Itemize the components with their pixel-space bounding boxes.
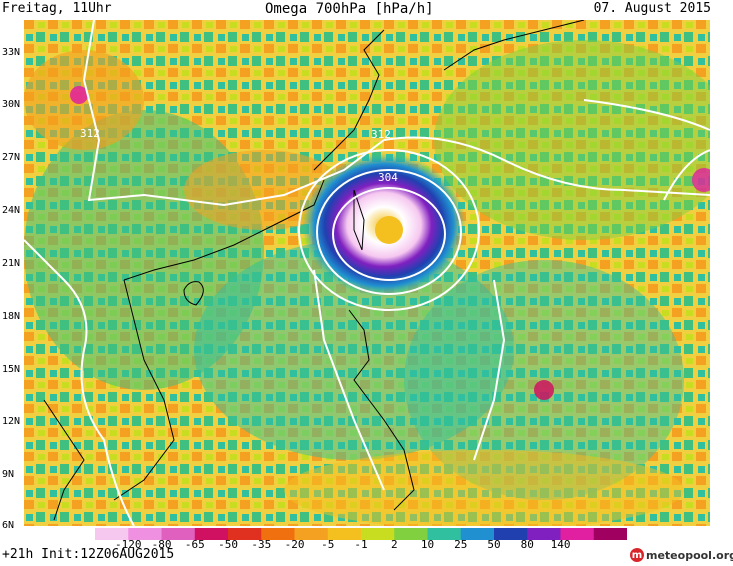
contour-label-312-east: 312 (371, 128, 391, 141)
colorbar-swatch (327, 528, 362, 540)
coastlines (43, 20, 585, 521)
meteopool-logo[interactable]: m meteopool.org (630, 548, 733, 562)
logo-text: meteopool.org (646, 548, 733, 562)
contour-label-312-west: 312 (80, 127, 100, 140)
colorbar-swatch (527, 528, 561, 540)
colorbar-tick-label: 50 (487, 538, 501, 551)
colorbar-swatch (95, 528, 129, 540)
colorbar-swatch (128, 528, 162, 540)
map-title: Omega 700hPa [hPa/h] (265, 1, 434, 17)
colorbar-tick-label: -120 (115, 538, 142, 551)
colorbar-tick-label: 10 (420, 538, 435, 551)
lat-label-18n: 18N (2, 311, 21, 322)
colorbar-swatch (228, 528, 262, 540)
colorbar-swatch (394, 528, 428, 540)
colorbar-tick-label: 80 (520, 538, 534, 551)
colorbar-swatch (261, 528, 295, 540)
lat-label-9n: 9N (2, 469, 15, 480)
lat-label-27n: 27N (2, 152, 21, 163)
logo-icon: m (630, 548, 644, 562)
colorbar-tick-label: -35 (251, 538, 272, 551)
forecast-date: 07. August 2015 (593, 1, 711, 16)
colorbar-swatch (494, 528, 528, 540)
colorbar-tick-label: -80 (151, 538, 172, 551)
colorbar (95, 528, 627, 540)
colorbar-swatch (593, 528, 627, 540)
contour-label-304: 304 (378, 171, 398, 184)
colorbar-swatch (361, 528, 395, 540)
lat-label-15n: 15N (2, 364, 21, 375)
run-info: +21h Init:12Z06AUG2015 (2, 547, 175, 562)
colorbar-tick-label: 140 (550, 538, 571, 551)
colorbar-swatch (161, 528, 196, 540)
colorbar-tick-label: 2 (390, 538, 398, 551)
colorbar-tick-label: -5 (321, 538, 335, 551)
lat-label-30n: 30N (2, 99, 21, 110)
lat-label-33n: 33N (2, 47, 21, 58)
lat-label-24n: 24N (2, 205, 21, 216)
colorbar-swatch (460, 528, 495, 540)
colorbar-tick-label: -1 (354, 538, 368, 551)
forecast-day-label: Freitag, 11Uhr (2, 1, 112, 16)
colorbar-swatch (194, 528, 229, 540)
geopotential-contours (24, 20, 710, 526)
colorbar-swatch (427, 528, 462, 540)
colorbar-swatch (560, 528, 595, 540)
lat-label-12n: 12N (2, 416, 21, 427)
colorbar-tick-label: -50 (218, 538, 238, 551)
colorbar-tick-label: -65 (184, 538, 205, 551)
omega-field-map: 312 312 304 (24, 20, 710, 526)
colorbar-swatch (294, 528, 329, 540)
lat-label-21n: 21N (2, 258, 21, 269)
header-bar: Freitag, 11Uhr Omega 700hPa [hPa/h] 07. … (0, 0, 733, 20)
colorbar-tick-label: -20 (284, 538, 305, 551)
lat-label-6n: 6N (2, 520, 15, 531)
colorbar-tick-label: 25 (454, 538, 468, 551)
